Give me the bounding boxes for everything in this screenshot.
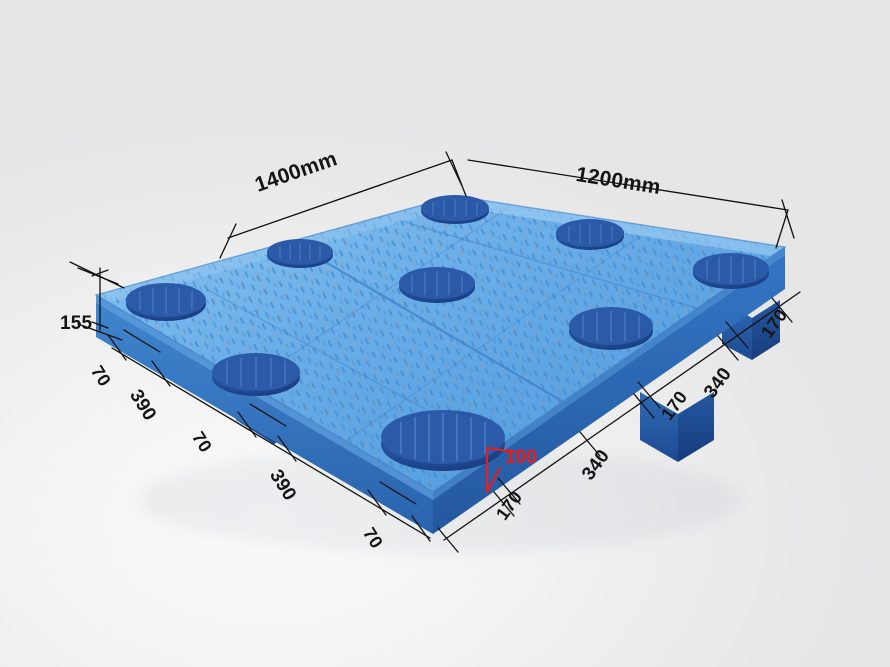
pallet-side-walls — [96, 247, 785, 534]
foot-cavities — [126, 195, 769, 471]
dimension-label-height: 155 — [60, 313, 93, 334]
dimension-label-foot-height: 100 — [505, 447, 538, 468]
dimension-lines — [69, 151, 801, 553]
foot-height-leader — [486, 447, 517, 493]
